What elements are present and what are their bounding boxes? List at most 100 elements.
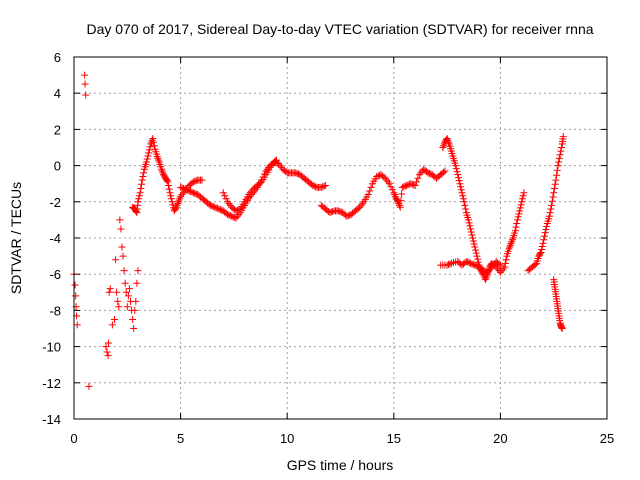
data-point: [455, 177, 463, 185]
data-point: [460, 198, 468, 206]
data-point: [179, 185, 187, 193]
data-point: [474, 258, 482, 266]
data-point: [113, 288, 121, 296]
data-point: [164, 178, 172, 186]
data-point: [481, 276, 489, 284]
data-point: [85, 382, 93, 390]
data-point: [464, 216, 472, 224]
data-point: [276, 162, 284, 170]
data-point: [192, 177, 200, 185]
data-point: [464, 258, 472, 266]
data-point: [178, 184, 186, 192]
data-point: [478, 265, 486, 273]
data-point: [122, 288, 130, 296]
data-point: [496, 268, 504, 276]
data-point: [443, 261, 451, 269]
series-sdtvar-track-7: [524, 133, 567, 275]
data-point: [556, 151, 564, 159]
data-point: [103, 348, 111, 356]
data-point: [508, 236, 516, 244]
data-point: [188, 188, 196, 196]
data-point: [149, 134, 157, 142]
data-point: [398, 183, 406, 191]
data-point: [418, 167, 426, 175]
data-point: [456, 180, 464, 188]
data-point: [235, 206, 243, 214]
data-point: [266, 163, 274, 171]
data-point: [488, 263, 496, 271]
y-tick-label: 4: [54, 86, 61, 101]
data-point: [139, 172, 147, 180]
data-point: [548, 201, 556, 209]
data-point: [397, 197, 405, 205]
data-point: [129, 315, 137, 323]
data-point: [356, 203, 364, 211]
data-point: [407, 180, 415, 188]
data-point: [458, 189, 466, 197]
series-sdtvar-track-3: [219, 156, 281, 215]
x-tick-label: 15: [387, 431, 401, 446]
data-point: [531, 261, 539, 269]
data-point: [501, 263, 509, 271]
data-point: [293, 169, 301, 177]
data-point: [133, 279, 141, 287]
data-point: [226, 201, 234, 209]
data-point: [554, 162, 562, 170]
data-point: [225, 200, 233, 208]
data-point: [491, 259, 499, 267]
data-point: [454, 171, 462, 179]
y-tick-label: -14: [42, 412, 61, 427]
data-point: [81, 71, 89, 79]
data-point: [119, 252, 127, 260]
data-point: [391, 191, 399, 199]
y-tick-label: -8: [49, 303, 61, 318]
data-point: [165, 185, 173, 193]
data-point: [205, 200, 213, 208]
y-tick-label: 0: [54, 159, 61, 174]
data-point: [457, 186, 465, 194]
data-point: [470, 240, 478, 248]
data-point: [131, 306, 139, 314]
grid-lines: [74, 57, 607, 419]
data-point: [178, 191, 186, 199]
y-tick-label: -4: [49, 231, 61, 246]
data-point: [232, 214, 240, 222]
data-point: [142, 158, 150, 166]
x-tick-label: 0: [70, 431, 77, 446]
data-point: [383, 176, 391, 184]
data-point: [125, 285, 133, 293]
series-sdtvar-track-5: [439, 134, 528, 284]
data-point: [292, 169, 300, 177]
data-point: [540, 232, 548, 240]
data-point: [182, 186, 190, 194]
series-sdtvar-track-1: [129, 134, 206, 217]
data-point: [163, 177, 171, 185]
data-point: [537, 248, 545, 256]
data-point: [177, 192, 185, 200]
data-point: [143, 155, 151, 163]
data-point: [445, 261, 453, 269]
data-point: [233, 212, 241, 220]
data-point: [474, 262, 482, 270]
data-point: [440, 168, 448, 176]
data-point: [172, 203, 180, 211]
data-point: [329, 207, 337, 215]
data-point: [278, 163, 286, 171]
data-point: [410, 181, 418, 189]
data-point: [516, 204, 524, 212]
data-point: [558, 325, 566, 332]
data-point: [384, 178, 392, 186]
data-point: [376, 171, 384, 179]
y-tick-label: -2: [49, 195, 61, 210]
data-point: [538, 245, 546, 253]
data-point: [118, 243, 126, 251]
data-point: [172, 204, 180, 212]
data-point: [452, 162, 460, 170]
y-tick-label: -6: [49, 267, 61, 282]
data-point: [469, 237, 477, 245]
data-point: [444, 136, 452, 144]
data-points: [70, 71, 567, 390]
data-point: [551, 180, 559, 188]
data-point: [367, 183, 375, 191]
data-point: [547, 205, 555, 213]
